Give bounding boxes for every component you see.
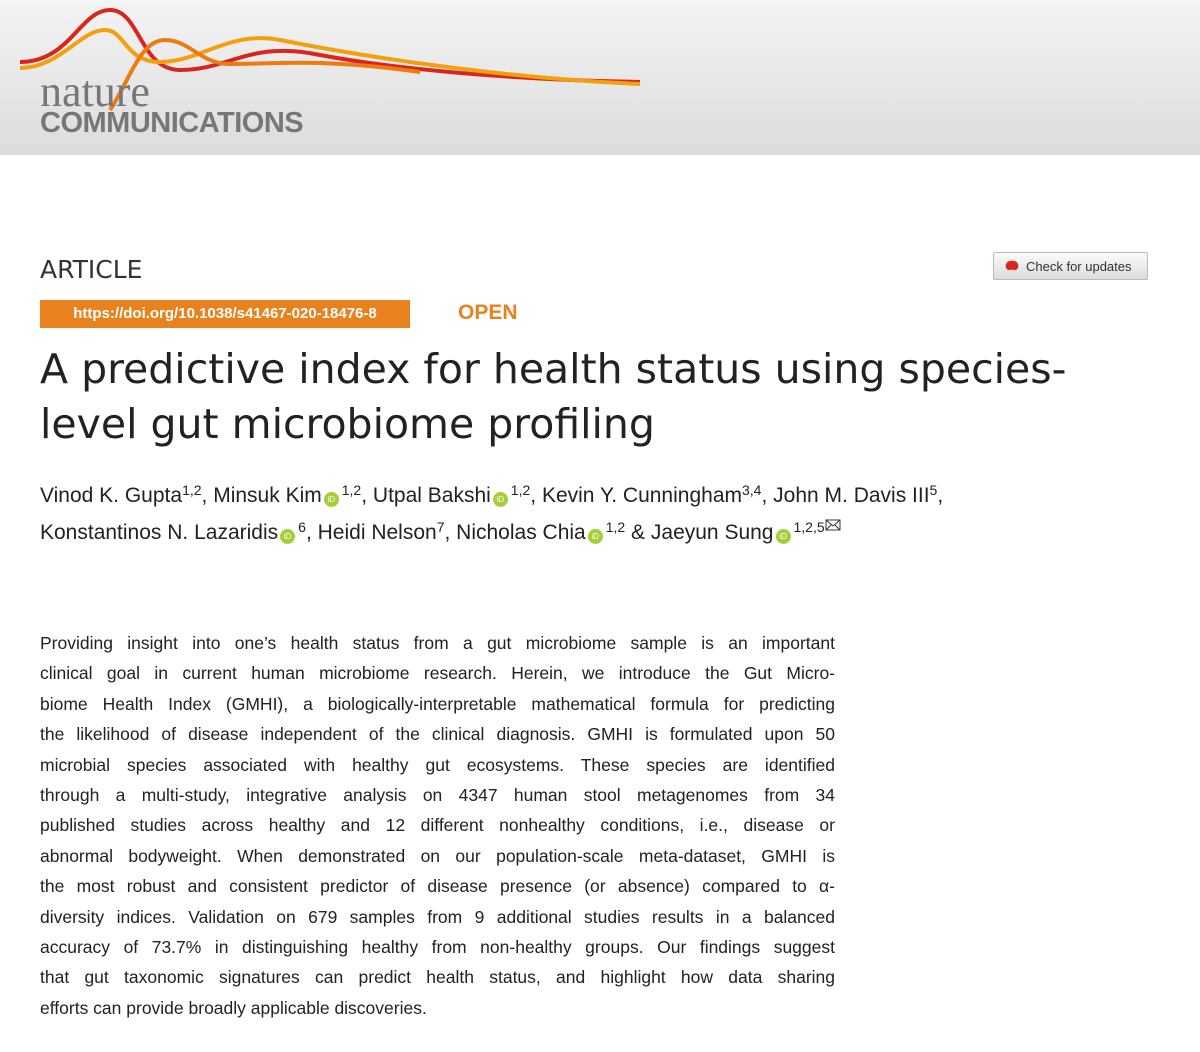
abstract-line: published studies across healthy and 12 … — [40, 815, 835, 836]
author[interactable]: Jaeyun Sung iD1,2,5 — [650, 519, 841, 544]
abstract-line: through a multi-study, integrative analy… — [40, 785, 835, 806]
affiliation: 1,2 — [182, 482, 202, 498]
author[interactable]: Heidi Nelson7 — [317, 519, 445, 544]
abstract-line: clinical goal in current human microbiom… — [40, 663, 835, 684]
author-line: Vinod K. Gupta1,2, Minsuk Kim iD1,2, Utpa… — [40, 477, 943, 514]
journal-header: nature COMMUNICATIONS — [0, 0, 1200, 155]
abstract: Providing insight into one’s health stat… — [40, 628, 835, 1023]
check-updates-button[interactable]: Check for updates — [993, 252, 1148, 280]
author[interactable]: Konstantinos N. Lazaridis iD6 — [40, 519, 306, 544]
author-separator: , — [201, 484, 208, 507]
author-name: Vinod K. Gupta — [40, 484, 183, 507]
author[interactable]: Kevin Y. Cunningham3,4 — [541, 482, 762, 507]
affiliation: 5 — [929, 482, 938, 498]
abstract-line: Providing insight into one’s health stat… — [40, 633, 835, 653]
author-separator: , — [937, 484, 944, 507]
doi-link[interactable]: https://doi.org/10.1038/s41467-020-18476… — [40, 300, 410, 328]
affiliation: 3,4 — [742, 482, 762, 498]
email-icon[interactable] — [825, 519, 841, 531]
abstract-line: biome Health Index (GMHI), a biologicall… — [40, 693, 835, 714]
author-name: Nicholas Chia — [456, 521, 586, 544]
affiliation: 1,2 — [605, 519, 626, 535]
author-name: Minsuk Kim — [213, 484, 322, 507]
author-separator: , — [361, 484, 368, 507]
author-name: Kevin Y. Cunningham — [541, 484, 742, 507]
abstract-line: the likelihood of disease independent of… — [40, 724, 835, 745]
affiliation: 1,2,5 — [793, 519, 825, 535]
affiliation: 1,2 — [510, 482, 531, 498]
author-line: Konstantinos N. Lazaridis iD6, Heidi Nels… — [40, 514, 943, 551]
abstract-line: the most robust and consistent predictor… — [40, 876, 835, 897]
abstract-line: microbial species associated with health… — [40, 754, 835, 775]
check-updates-label: Check for updates — [1026, 258, 1132, 274]
author-name: Utpal Bakshi — [372, 484, 491, 507]
orcid-icon[interactable]: iD — [280, 529, 296, 544]
abstract-line: efforts can provide broadly applicable d… — [40, 997, 427, 1018]
author[interactable]: Vinod K. Gupta1,2 — [40, 482, 202, 507]
author-separator: , — [305, 521, 312, 544]
orcid-icon[interactable]: iD — [323, 492, 339, 507]
author-separator: , — [444, 521, 451, 544]
open-access: OPEN — [458, 301, 518, 324]
check-icon — [1005, 259, 1019, 273]
abstract-line: abnormal bodyweight. When demonstrated o… — [40, 845, 835, 866]
orcid-icon[interactable]: iD — [587, 529, 603, 544]
orcid-icon[interactable]: iD — [775, 529, 791, 544]
affiliation: 7 — [436, 519, 445, 535]
title-line: level gut microbiome profiling — [40, 400, 655, 448]
author-name: Heidi Nelson — [317, 521, 437, 544]
logo-nature: nature — [40, 67, 150, 116]
article-title: A predictive index for health status usi… — [40, 342, 1066, 452]
author-separator: , — [530, 484, 537, 507]
author[interactable]: John M. Davis III5 — [773, 482, 938, 507]
abstract-line: accuracy of 73.7% in distinguishing heal… — [40, 937, 835, 958]
affiliation: 1,2 — [341, 482, 362, 498]
author-separator: & — [625, 521, 646, 544]
orcid-icon[interactable]: iD — [492, 492, 508, 507]
author-separator: , — [761, 484, 768, 507]
abstract-line: that gut taxonomic signatures can predic… — [40, 967, 835, 988]
author-name: John M. Davis III — [773, 484, 930, 507]
author[interactable]: Minsuk Kim iD1,2 — [213, 482, 362, 507]
title-line: A predictive index for health status usi… — [40, 345, 1067, 393]
logo-waves — [19, 7, 641, 112]
author-name: Jaeyun Sung — [650, 521, 774, 544]
author[interactable]: Utpal Bakshi iD1,2 — [372, 482, 531, 507]
author-name: Konstantinos N. Lazaridis — [40, 521, 279, 544]
author-list: Vinod K. Gupta1,2, Minsuk Kim iD1,2, Utpa… — [40, 477, 943, 551]
logo-communications: COMMUNICATIONS — [40, 107, 304, 139]
abstract-line: diversity indices. Validation on 679 sam… — [40, 906, 835, 927]
article-type: ARTICLE — [40, 255, 143, 284]
author[interactable]: Nicholas Chia iD1,2 — [456, 519, 626, 544]
affiliation: 6 — [298, 519, 306, 535]
